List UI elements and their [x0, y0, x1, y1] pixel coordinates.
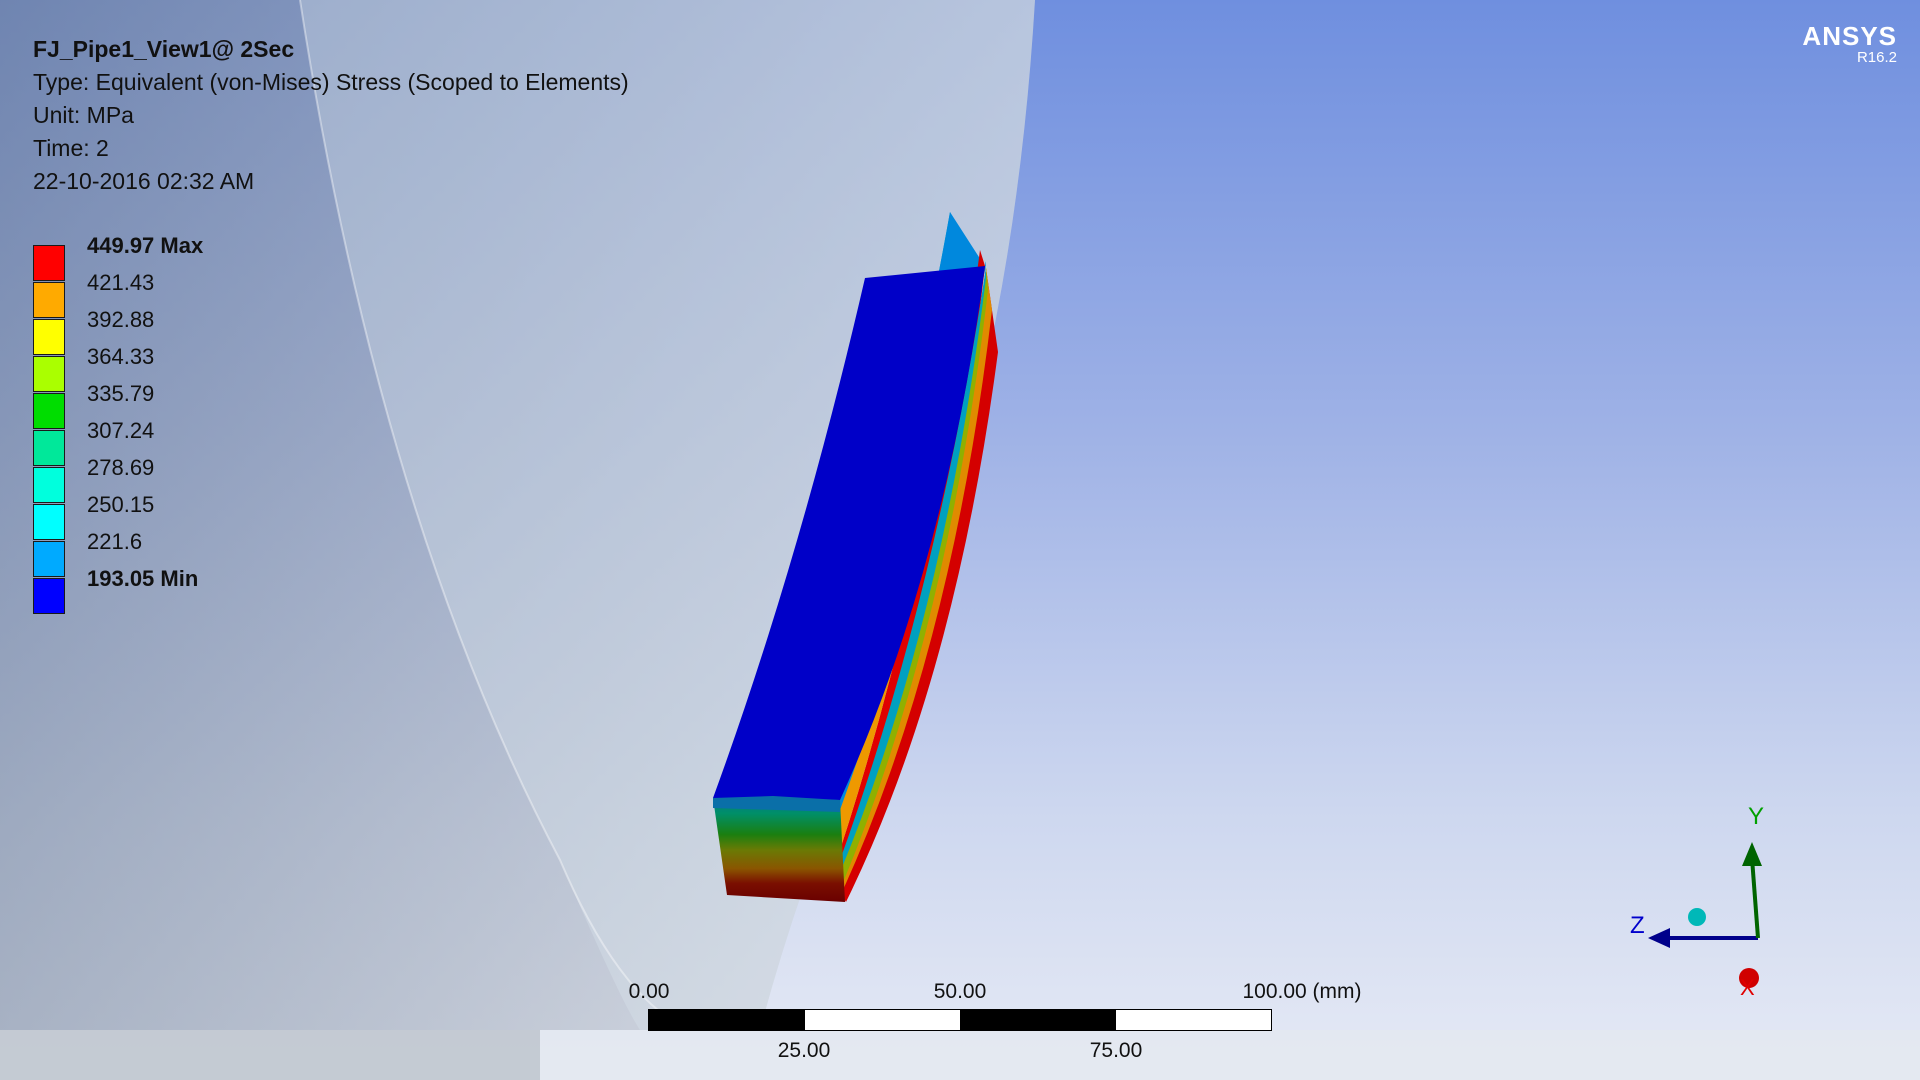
scale-label-25: 25.00 [777, 1039, 831, 1062]
triad-z-label: Z [1630, 912, 1645, 939]
scale-seg-4 [1115, 1010, 1271, 1030]
legend-swatch-6 [33, 467, 65, 503]
front-face [713, 798, 845, 902]
legend-label-7: 250.15 [87, 492, 155, 517]
legend-swatch-5 [33, 430, 65, 466]
scale-bar [648, 1009, 1272, 1031]
top-face [713, 266, 985, 800]
legend-swatch-2 [33, 319, 65, 355]
legend-swatch-0 [33, 245, 65, 281]
logo-version: R16.2 [1856, 49, 1897, 66]
legend-label-2: 392.88 [87, 307, 155, 332]
legend-label-6: 278.69 [87, 455, 155, 480]
scale-label-75: 75.00 [1089, 1039, 1143, 1062]
stress-bar [713, 212, 998, 902]
legend-swatch-1 [33, 282, 65, 318]
scale-seg-1 [649, 1010, 805, 1030]
pipe-wall-outer [300, 0, 1035, 1030]
pipe-inner-edge [299, 0, 691, 1031]
legend-label-0: 449.97 Max [87, 233, 204, 258]
scale-label-50: 50.00 [933, 980, 987, 1003]
ansys-logo: ANSYS R16.2 [1802, 22, 1897, 66]
legend-swatch-9 [33, 578, 65, 614]
triad-y-label: Y [1748, 803, 1765, 830]
logo-name: ANSYS [1802, 21, 1897, 51]
result-type: Type: Equivalent (von-Mises) Stress (Sco… [33, 69, 629, 95]
legend-swatch-3 [33, 356, 65, 392]
legend-swatch-7 [33, 504, 65, 540]
legend-label-5: 307.24 [87, 418, 155, 443]
legend-label-9: 193.05 Min [87, 566, 199, 591]
legend-swatch-4 [33, 393, 65, 429]
scale-seg-2 [804, 1010, 960, 1030]
result-date: 22-10-2016 02:32 AM [33, 168, 255, 194]
legend-label-8: 221.6 [87, 529, 143, 554]
coordinate-triad [1648, 842, 1762, 988]
legend-swatch-8 [33, 541, 65, 577]
result-title: FJ_Pipe1_View1@ 2Sec [33, 36, 295, 62]
triad-x-label: X [1740, 975, 1755, 1000]
legend-label-3: 364.33 [87, 344, 155, 369]
pipe-bottom-left [0, 1030, 540, 1080]
scale-label-100: 100.00 (mm) [1242, 980, 1362, 1003]
legend-label-4: 335.79 [87, 381, 155, 406]
scale-label-0: 0.00 [628, 980, 670, 1003]
result-unit: Unit: MPa [33, 102, 134, 128]
legend-label-1: 421.43 [87, 270, 155, 295]
scale-seg-3 [960, 1010, 1116, 1030]
result-time: Time: 2 [33, 135, 109, 161]
